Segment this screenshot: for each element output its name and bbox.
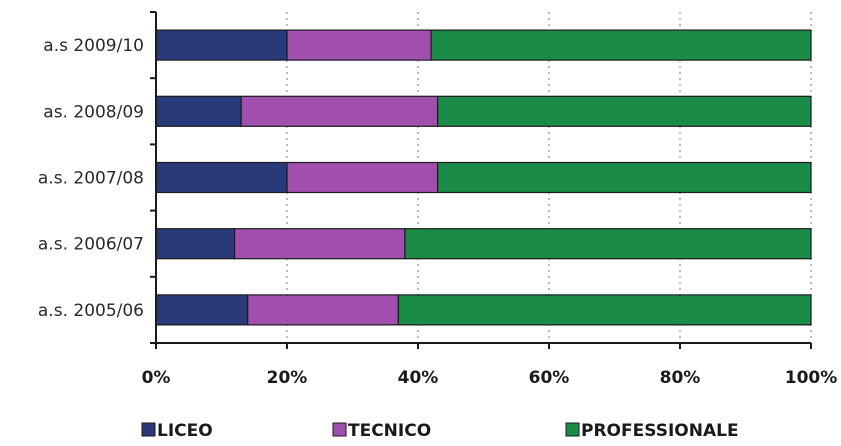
category-label: a.s. 2006/07 [38,235,144,255]
bar-segment-tecnico [286,161,439,194]
legend-swatch-liceo [141,422,156,437]
x-tick-label: 40% [398,368,439,388]
bar-segment-liceo [155,294,249,326]
legend-label-tecnico: TECNICO [348,421,431,441]
legend-label-professionale: PROFESSIONALE [581,421,739,441]
category-label: a.s. 2005/06 [38,301,144,321]
bar-segment-professionale [397,294,812,326]
x-tick-label: 60% [529,368,570,388]
bar-segment-liceo [155,95,242,127]
bar-segment-tecnico [247,294,399,326]
bar-segment-tecnico [234,228,406,260]
bar-segment-professionale [404,228,812,260]
legend-label-liceo: LICEO [157,421,213,441]
bar-segment-tecnico [240,95,439,127]
x-tick-label: 80% [660,368,701,388]
x-tick-label: 100% [785,368,838,388]
x-tick-label: 0% [142,368,171,388]
bar-segment-liceo [155,161,288,194]
legend-swatch-professionale [565,422,580,437]
bar-segment-liceo [155,29,288,61]
bar-segment-professionale [430,29,812,61]
category-label: a.s. 2007/08 [38,169,144,189]
category-label: a.s 2009/10 [43,36,144,56]
x-tick-label: 20% [267,368,308,388]
category-label: as. 2008/09 [43,102,144,122]
bar-segment-tecnico [286,29,432,61]
bar-segment-professionale [437,95,812,127]
legend-swatch-tecnico [332,422,347,437]
bar-segment-liceo [155,228,236,260]
bar-segment-professionale [437,161,812,194]
